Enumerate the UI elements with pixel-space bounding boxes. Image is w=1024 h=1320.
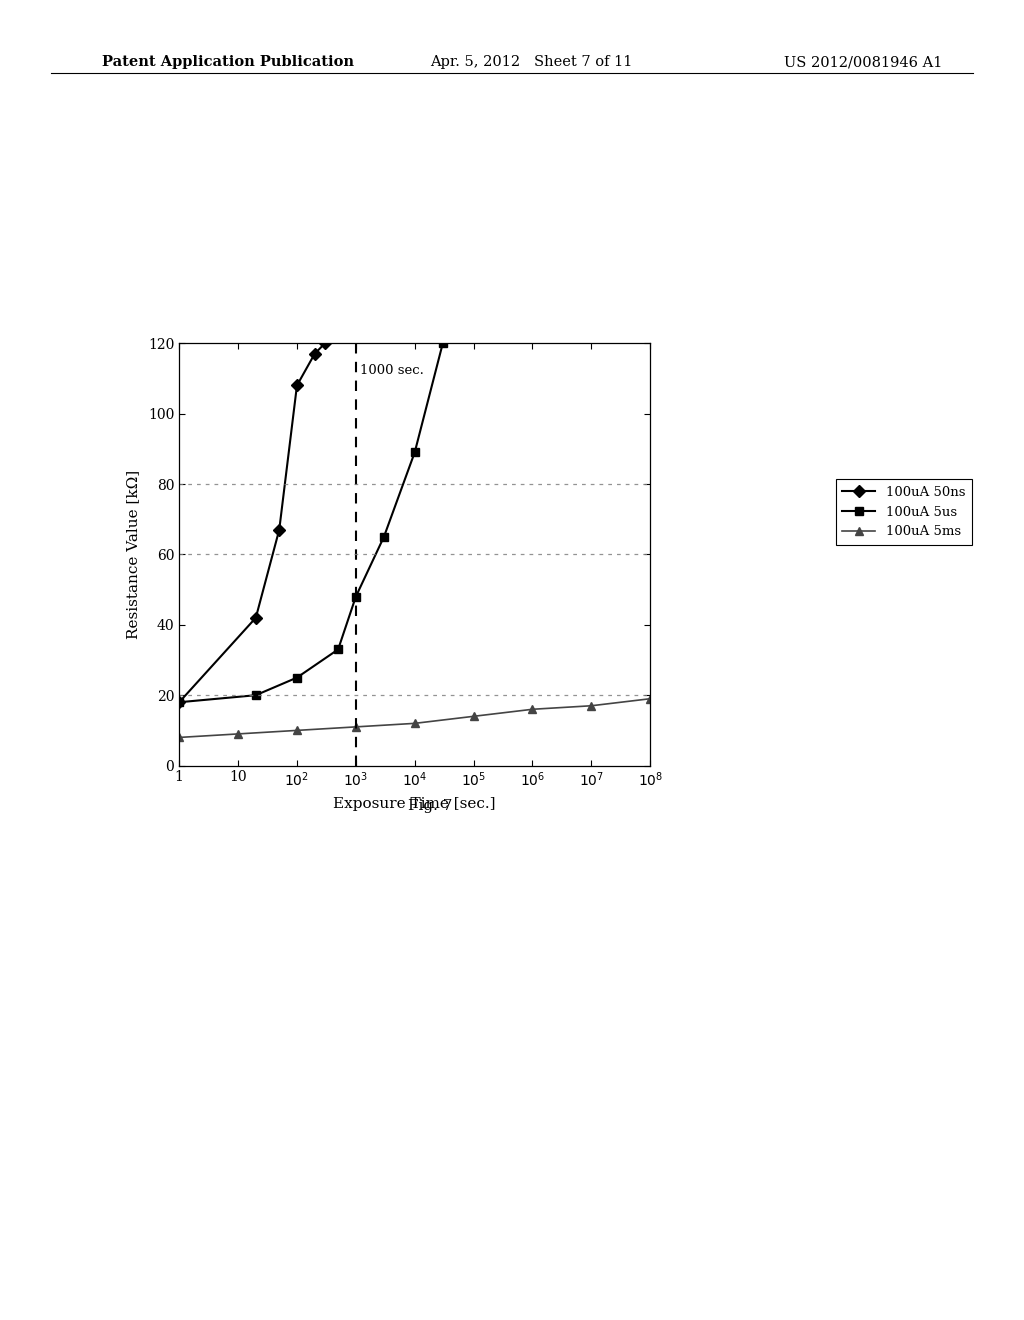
Line: 100uA 50ns: 100uA 50ns bbox=[175, 339, 330, 706]
100uA 5us bbox=[250, 688, 262, 704]
100uA 5ms bbox=[467, 709, 479, 725]
100uA 5us bbox=[173, 694, 185, 710]
100uA 5ms bbox=[526, 701, 539, 717]
Text: Fig. 7: Fig. 7 bbox=[408, 799, 453, 813]
Y-axis label: Resistance Value [kΩ]: Resistance Value [kΩ] bbox=[126, 470, 139, 639]
X-axis label: Exposure Time [sec.]: Exposure Time [sec.] bbox=[334, 797, 496, 812]
100uA 50ns bbox=[318, 335, 331, 351]
Line: 100uA 5ms: 100uA 5ms bbox=[175, 694, 654, 742]
100uA 5ms bbox=[644, 690, 656, 706]
Text: Apr. 5, 2012   Sheet 7 of 11: Apr. 5, 2012 Sheet 7 of 11 bbox=[430, 55, 633, 70]
100uA 5us bbox=[350, 589, 362, 605]
100uA 5us bbox=[378, 529, 390, 545]
100uA 50ns bbox=[291, 378, 303, 393]
100uA 50ns bbox=[250, 610, 262, 626]
100uA 5ms bbox=[350, 719, 362, 735]
100uA 5us bbox=[409, 445, 421, 461]
100uA 5us bbox=[332, 642, 344, 657]
100uA 5us bbox=[291, 669, 303, 685]
100uA 5ms bbox=[173, 730, 185, 746]
100uA 5ms bbox=[409, 715, 421, 731]
100uA 5ms bbox=[291, 722, 303, 738]
100uA 50ns bbox=[173, 694, 185, 710]
100uA 5us bbox=[436, 335, 449, 351]
Legend: 100uA 50ns, 100uA 5us, 100uA 5ms: 100uA 50ns, 100uA 5us, 100uA 5ms bbox=[836, 479, 972, 545]
100uA 5ms bbox=[231, 726, 244, 742]
Text: Patent Application Publication: Patent Application Publication bbox=[102, 55, 354, 70]
Line: 100uA 5us: 100uA 5us bbox=[175, 339, 447, 706]
100uA 50ns bbox=[308, 346, 321, 362]
Text: US 2012/0081946 A1: US 2012/0081946 A1 bbox=[783, 55, 942, 70]
Text: 1000 sec.: 1000 sec. bbox=[360, 364, 424, 378]
100uA 50ns bbox=[273, 521, 286, 537]
100uA 5ms bbox=[586, 698, 598, 714]
